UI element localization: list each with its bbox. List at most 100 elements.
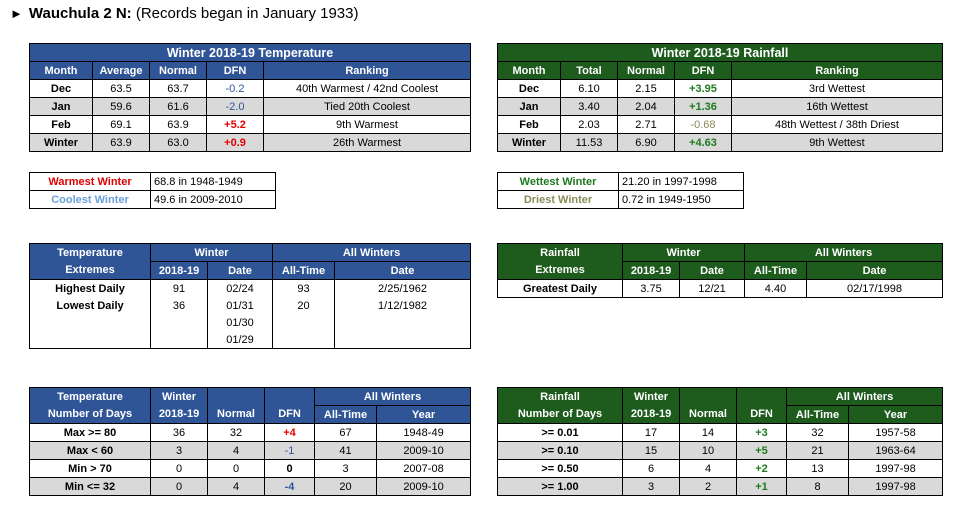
normal-cell: 2.71 [617, 115, 675, 134]
warmest-winter-value: 68.8 in 1948-1949 [150, 172, 276, 191]
month-cell: Dec [497, 79, 561, 98]
normal-cell: 14 [679, 423, 737, 442]
month-cell: Winter [29, 133, 93, 152]
column-header: Winter [622, 387, 680, 406]
value-cell: 0 [150, 477, 208, 496]
normal-cell: 4 [207, 441, 265, 460]
table-row: Jan 59.6 61.6 -2.0 Tied 20th Coolest [29, 97, 472, 116]
column-header: Extremes [29, 261, 151, 280]
normal-cell: 63.7 [149, 79, 207, 98]
table-header-row: Extremes 2018-19 Date All-Time Date [497, 261, 944, 280]
temperature-extremes-table: Temperature Winter All Winters Extremes … [29, 243, 472, 349]
normal-cell: 4 [679, 459, 737, 478]
normal-cell: 2.15 [617, 79, 675, 98]
table-row: >= 1.00 3 2 +1 8 1997-98 [497, 477, 944, 496]
normal-cell: 63.0 [149, 133, 207, 152]
column-header: Normal [149, 61, 207, 80]
table-row: >= 0.50 6 4 +2 13 1997-98 [497, 459, 944, 478]
temperature-days-table: Temperature Winter All Winters Number of… [29, 387, 472, 496]
month-cell: Dec [29, 79, 93, 98]
table-row: Driest Winter 0.72 in 1949-1950 [497, 190, 744, 209]
date-cell: 01/31 [207, 297, 273, 314]
value-cell: 91 [150, 279, 208, 297]
rainfall-table-title: Winter 2018-19 Rainfall [497, 43, 943, 62]
table-header-row: Number of Days 2018-19 Normal DFN All-Ti… [29, 405, 472, 424]
column-header: Temperature [29, 243, 151, 262]
dfn-cell: +4.63 [674, 133, 732, 152]
dfn-cell: +3 [736, 423, 787, 442]
dfn-cell: -0.68 [674, 115, 732, 134]
column-header: Extremes [497, 261, 623, 280]
column-header: Normal [679, 405, 737, 424]
table-header-row: Extremes 2018-19 Date All-Time Date [29, 261, 472, 280]
all-time-cell: 20 [314, 477, 377, 496]
total-cell: 2.03 [560, 115, 618, 134]
row-label: Min > 70 [29, 459, 151, 478]
dfn-cell: +5 [736, 441, 787, 460]
column-header: Year [847, 405, 944, 424]
normal-cell: 63.9 [149, 115, 207, 134]
normal-cell: 0 [207, 459, 265, 478]
month-cell: Jan [497, 97, 561, 116]
all-time-date-cell: 1/12/1982 [333, 297, 472, 314]
value-cell: 17 [622, 423, 680, 442]
wettest-winter-value: 21.20 in 1997-1998 [618, 172, 744, 191]
ranking-cell: 40th Warmest / 42nd Coolest [262, 79, 472, 98]
driest-winter-value: 0.72 in 1949-1950 [618, 190, 744, 209]
table-header-row: Month Average Normal DFN Ranking [29, 61, 472, 80]
normal-cell: 4 [207, 477, 265, 496]
all-time-cell: 93 [272, 279, 335, 297]
dfn-cell: 0 [264, 459, 315, 478]
column-header: Rainfall [497, 243, 623, 262]
year-cell: 1957-58 [847, 423, 944, 442]
table-row: Dec 63.5 63.7 -0.2 40th Warmest / 42nd C… [29, 79, 472, 98]
column-header: Ranking [262, 61, 472, 80]
ranking-cell: 3rd Wettest [731, 79, 943, 98]
column-header: Year [375, 405, 472, 424]
row-label: Min <= 32 [29, 477, 151, 496]
average-cell: 63.9 [92, 133, 150, 152]
page-title: ► Wauchula 2 N: (Records began in January… [10, 5, 358, 22]
value-cell: 3.75 [622, 279, 680, 298]
column-header: Winter [150, 387, 208, 406]
row-label: >= 1.00 [497, 477, 623, 496]
all-time-cell: 67 [314, 423, 377, 442]
column-header: DFN [736, 405, 787, 424]
table-row: Warmest Winter 68.8 in 1948-1949 [29, 172, 276, 191]
column-header: 2018-19 [622, 261, 680, 280]
column-header: All Winters [785, 387, 944, 406]
total-cell: 11.53 [560, 133, 618, 152]
table-row: Highest Daily 91 02/24 93 2/25/1962 [29, 279, 472, 297]
year-cell: 2009-10 [375, 441, 472, 460]
column-header: Number of Days [497, 405, 623, 424]
row-label: Lowest Daily [29, 297, 151, 314]
column-header: All-Time [744, 261, 807, 280]
warmest-winter-label: Warmest Winter [29, 172, 151, 191]
ranking-cell: 48th Wettest / 38th Driest [731, 115, 943, 134]
normal-cell: 2.04 [617, 97, 675, 116]
date-cell: 01/29 [207, 331, 273, 349]
rainfall-days-table: Rainfall Winter All Winters Number of Da… [497, 387, 944, 496]
records-note: (Records began in January 1933) [135, 5, 359, 22]
normal-cell: 32 [207, 423, 265, 442]
rainfall-extremes-table: Rainfall Winter All Winters Extremes 201… [497, 243, 944, 298]
dfn-cell: +5.2 [206, 115, 264, 134]
dfn-cell: -2.0 [206, 97, 264, 116]
all-time-cell: 8 [786, 477, 849, 496]
value-cell: 15 [622, 441, 680, 460]
all-time-cell: 3 [314, 459, 377, 478]
table-row: >= 0.01 17 14 +3 32 1957-58 [497, 423, 944, 442]
month-cell: Winter [497, 133, 561, 152]
column-header: All Winters [271, 243, 472, 262]
value-cell: 36 [150, 423, 208, 442]
column-header: Number of Days [29, 405, 151, 424]
row-label: >= 0.10 [497, 441, 623, 460]
date-cell: 12/21 [679, 279, 745, 298]
coolest-winter-label: Coolest Winter [29, 190, 151, 209]
value-cell: 3 [150, 441, 208, 460]
row-label: Max >= 80 [29, 423, 151, 442]
column-header: Ranking [731, 61, 943, 80]
dfn-cell: +1 [736, 477, 787, 496]
column-header: All-Time [272, 261, 335, 280]
column-header: Rainfall [497, 387, 623, 406]
